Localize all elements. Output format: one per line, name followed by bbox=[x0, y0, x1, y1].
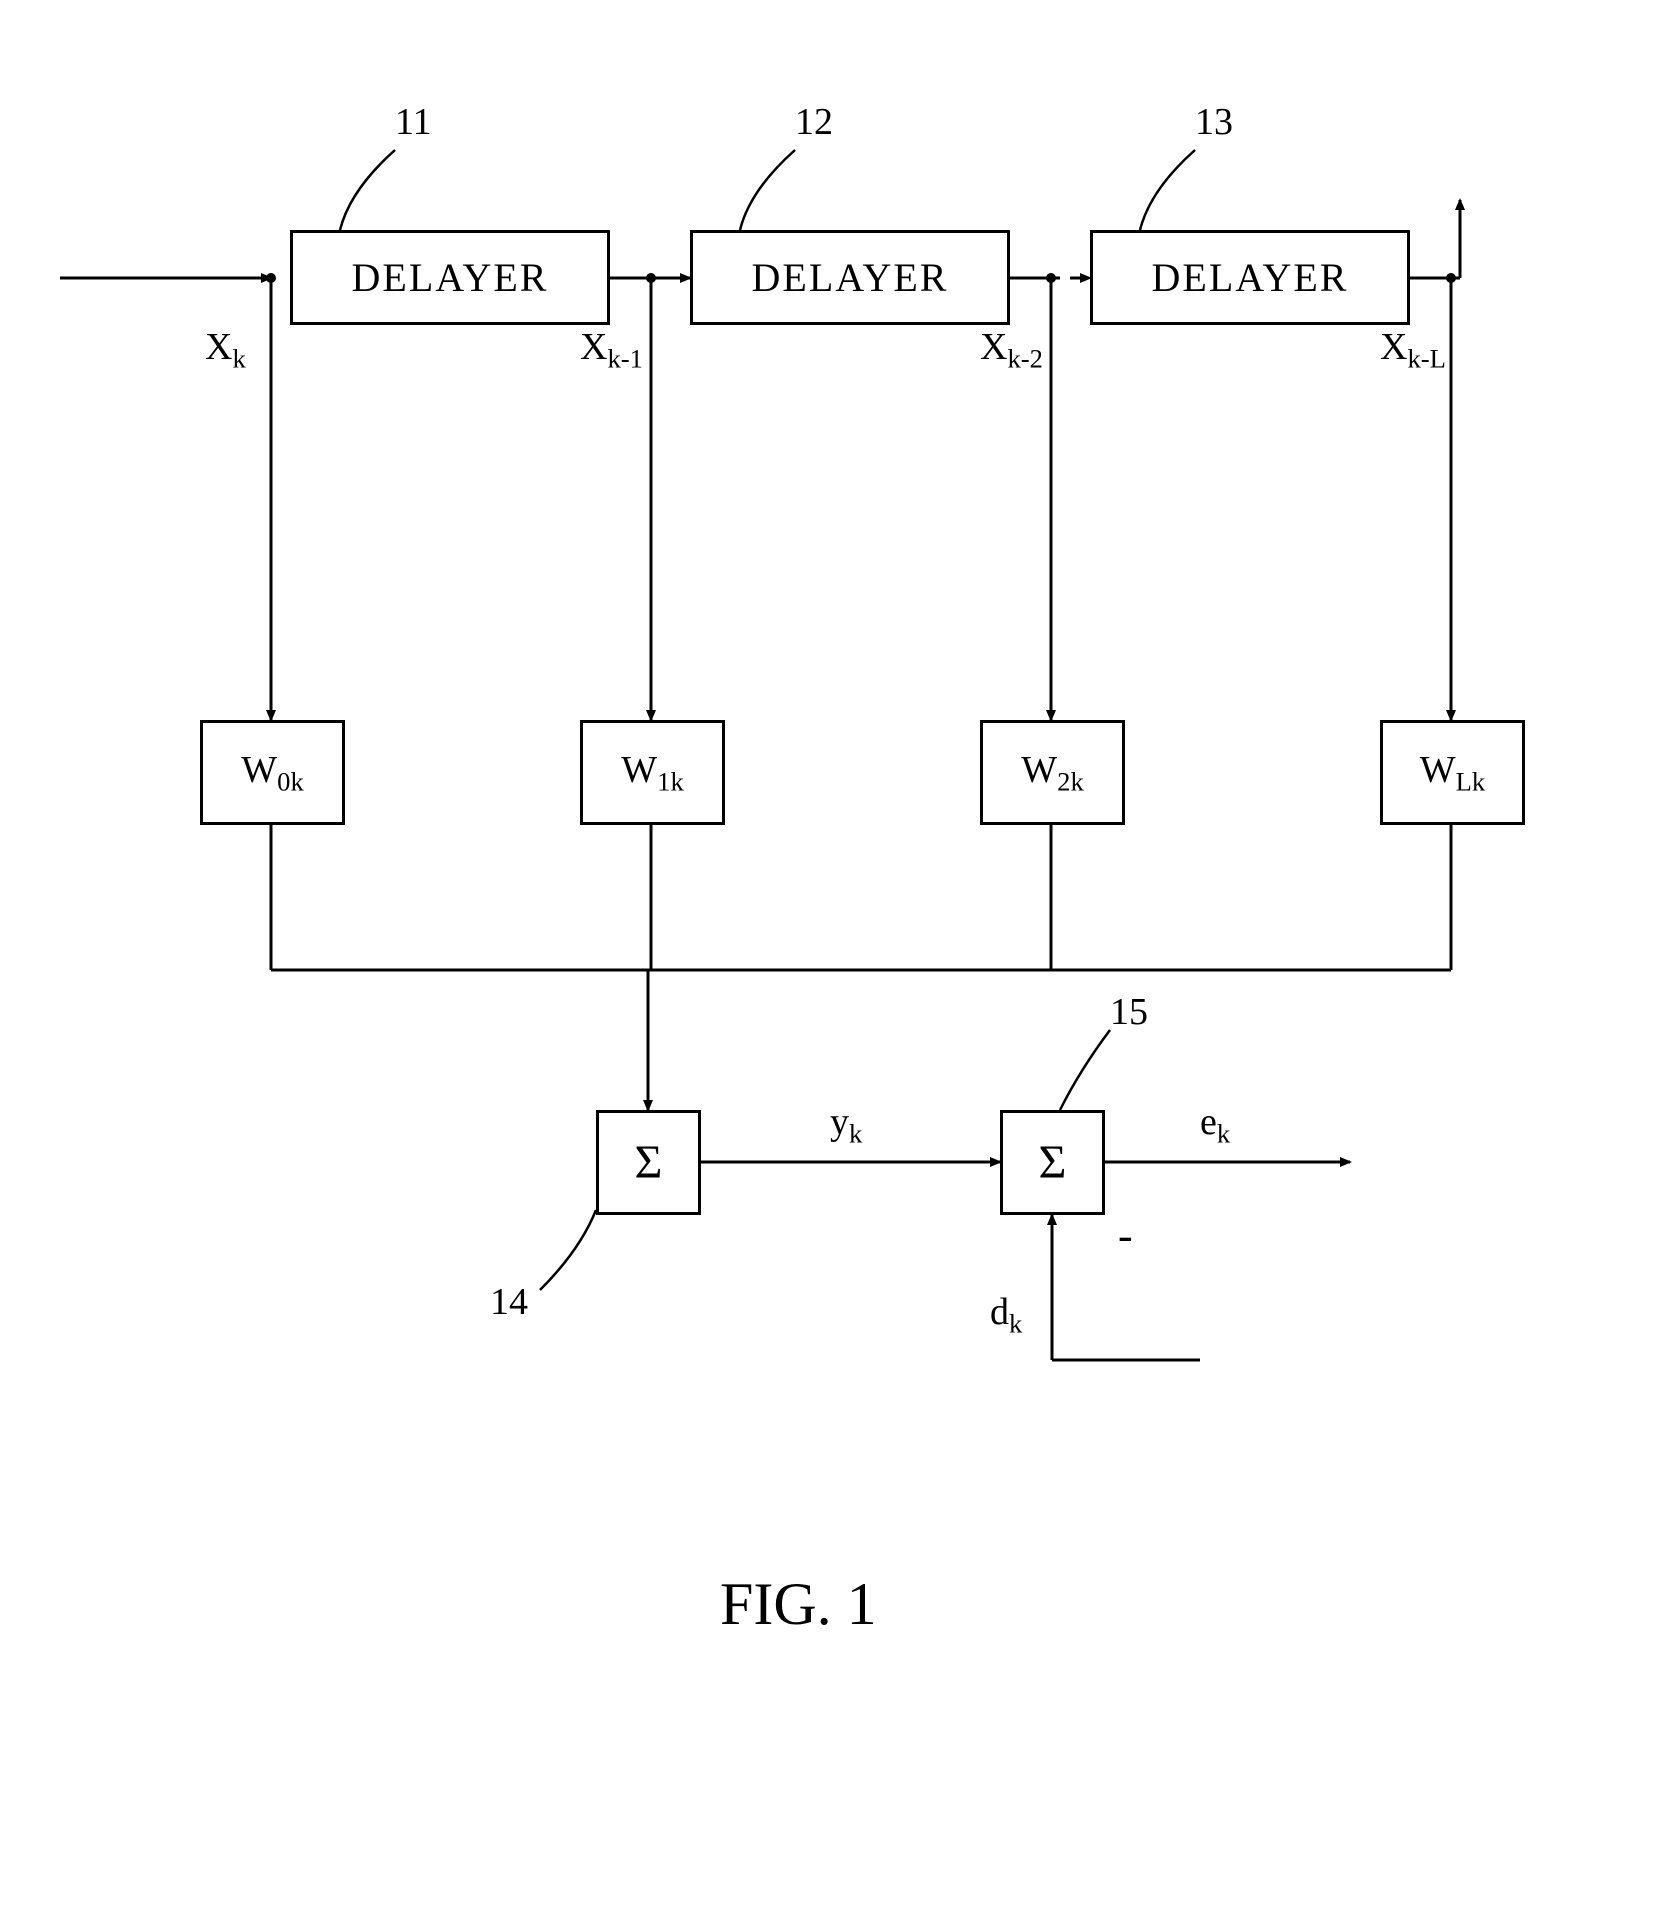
weight-w0-label: W0k bbox=[241, 748, 303, 798]
weight-w2: W2k bbox=[980, 720, 1125, 825]
ref-13: 13 bbox=[1195, 100, 1233, 144]
weight-w0: W0k bbox=[200, 720, 345, 825]
ref-11: 11 bbox=[395, 100, 432, 144]
signal-dk: dk bbox=[990, 1290, 1022, 1340]
weight-w1-label: W1k bbox=[621, 748, 683, 798]
signal-xk1: Xk-1 bbox=[580, 325, 643, 375]
figure-label: FIG. 1 bbox=[720, 1570, 877, 1639]
sum-1: Σ bbox=[596, 1110, 701, 1215]
delayer-2: DELAYER bbox=[690, 230, 1010, 325]
weight-wL: WLk bbox=[1380, 720, 1525, 825]
ref-14: 14 bbox=[490, 1280, 528, 1324]
ref-12: 12 bbox=[795, 100, 833, 144]
signal-yk: yk bbox=[830, 1100, 862, 1150]
signal-ek: ek bbox=[1200, 1100, 1230, 1150]
sum-2-symbol: Σ bbox=[1039, 1135, 1067, 1190]
delayer-2-label: DELAYER bbox=[752, 254, 949, 301]
sum-2: Σ bbox=[1000, 1110, 1105, 1215]
delayer-1-label: DELAYER bbox=[352, 254, 549, 301]
delayer-3-label: DELAYER bbox=[1152, 254, 1349, 301]
weight-w1: W1k bbox=[580, 720, 725, 825]
sum-1-symbol: Σ bbox=[635, 1135, 663, 1190]
delayer-3: DELAYER bbox=[1090, 230, 1410, 325]
ref-15: 15 bbox=[1110, 990, 1148, 1034]
weight-w2-label: W2k bbox=[1021, 748, 1083, 798]
delayer-1: DELAYER bbox=[290, 230, 610, 325]
signal-xkL: Xk-L bbox=[1380, 325, 1446, 375]
signal-xk2: Xk-2 bbox=[980, 325, 1043, 375]
diagram-canvas: DELAYER DELAYER DELAYER W0k W1k W2k WLk … bbox=[0, 0, 1666, 1921]
weight-wL-label: WLk bbox=[1420, 748, 1485, 798]
signal-xk: Xk bbox=[205, 325, 246, 375]
minus-sign: - bbox=[1118, 1210, 1133, 1261]
